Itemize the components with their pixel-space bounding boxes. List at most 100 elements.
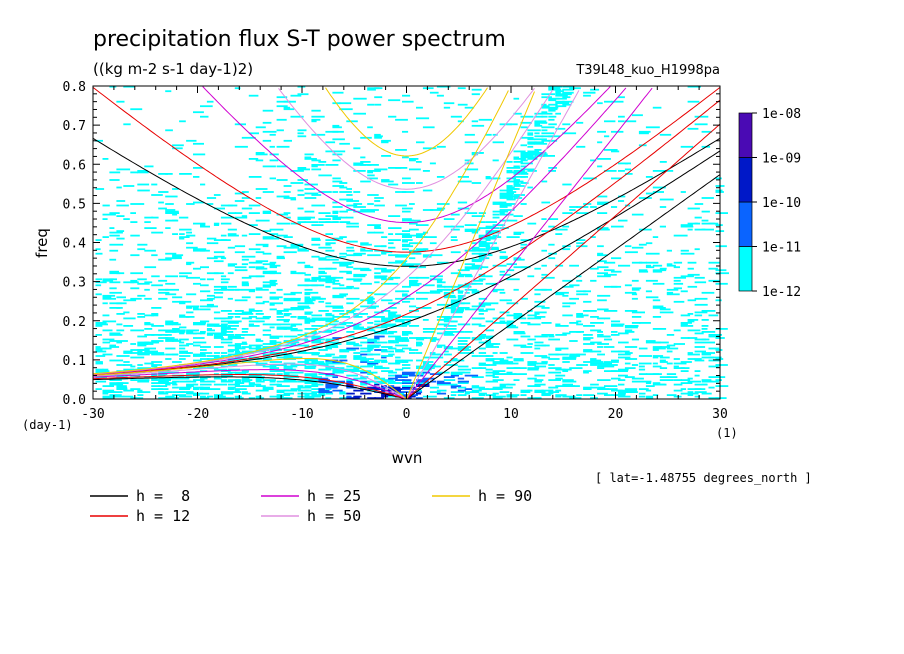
spectrum-cell <box>492 362 506 365</box>
spectrum-cell <box>311 296 321 299</box>
spectrum-cell <box>645 176 653 178</box>
spectrum-cell <box>555 102 569 105</box>
spectrum-cell <box>339 186 348 189</box>
spectrum-cell <box>262 358 272 360</box>
x-tick-label: -30 <box>81 407 104 422</box>
spectrum-cell <box>416 236 427 238</box>
spectrum-cell <box>395 382 405 384</box>
spectrum-cell <box>144 323 154 326</box>
spectrum-cell <box>262 272 276 275</box>
spectrum-cell <box>213 346 224 348</box>
spectrum-cell <box>513 182 520 184</box>
spectrum-cell <box>583 325 595 327</box>
spectrum-cell <box>346 246 354 249</box>
spectrum-cell <box>478 118 492 121</box>
spectrum-cell <box>416 392 422 395</box>
spectrum-cell <box>624 346 638 348</box>
spectrum-cell <box>220 397 235 399</box>
spectrum-cell <box>186 332 197 335</box>
spectrum-cell <box>304 188 315 190</box>
spectrum-cell <box>158 201 164 204</box>
spectrum-cell <box>165 397 176 399</box>
spectrum-cell <box>694 297 708 300</box>
spectrum-cell <box>353 275 363 278</box>
spectrum-cell <box>151 377 158 380</box>
spectrum-cell <box>478 227 490 229</box>
spectrum-cell <box>360 269 372 272</box>
spectrum-cell <box>179 329 186 332</box>
spectrum-cell <box>652 170 661 172</box>
spectrum-cell <box>618 392 626 395</box>
spectrum-cell <box>694 276 705 279</box>
spectrum-cell <box>325 388 332 390</box>
spectrum-cell <box>506 395 518 398</box>
spectrum-cell <box>492 246 499 249</box>
spectrum-cell <box>541 115 548 118</box>
spectrum-cell <box>478 335 487 338</box>
spectrum-cell <box>506 371 513 374</box>
spectrum-cell <box>638 388 649 390</box>
spectrum-cell <box>631 380 640 383</box>
spectrum-cell <box>597 227 609 229</box>
spectrum-cell <box>422 189 433 192</box>
spectrum-cell <box>276 145 290 148</box>
spectrum-cell <box>311 204 326 207</box>
spectrum-cell <box>652 307 666 309</box>
spectrum-cell <box>255 275 265 278</box>
spectrum-cell <box>116 385 127 387</box>
spectrum-cell <box>687 261 697 264</box>
spectrum-cell <box>311 335 321 338</box>
spectrum-cell <box>638 368 646 371</box>
spectrum-cell <box>186 392 196 395</box>
spectrum-cell <box>269 296 283 299</box>
spectrum-cell <box>109 258 117 261</box>
spectrum-cell <box>569 397 582 399</box>
spectrum-cell <box>611 331 618 333</box>
spectrum-cell <box>666 344 676 347</box>
spectrum-cell <box>513 359 524 362</box>
spectrum-cell <box>346 204 358 207</box>
spectrum-cell <box>687 224 693 226</box>
spectrum-cell <box>186 395 192 398</box>
spectrum-cell <box>227 233 237 235</box>
spectrum-cell <box>332 126 342 129</box>
spectrum-cell <box>506 394 514 396</box>
spectrum-cell <box>179 395 193 398</box>
spectrum-cell <box>562 132 577 135</box>
spectrum-cell <box>485 374 495 377</box>
spectrum-cell <box>276 245 287 248</box>
spectrum-cell <box>213 383 227 386</box>
spectrum-cell <box>304 317 311 320</box>
spectrum-cell <box>471 385 480 387</box>
spectrum-cell <box>318 300 325 303</box>
chart-title: precipitation flux S-T power spectrum <box>93 27 506 52</box>
spectrum-cell <box>436 382 451 384</box>
spectrum-cell <box>583 300 592 303</box>
spectrum-cell <box>130 272 143 275</box>
spectrum-cell <box>604 338 613 341</box>
spectrum-cell <box>569 353 580 356</box>
spectrum-cell <box>548 87 561 90</box>
spectrum-cell <box>499 322 512 324</box>
spectrum-cell <box>241 328 249 330</box>
spectrum-cell <box>179 236 190 238</box>
spectrum-cell <box>708 279 720 282</box>
spectrum-cell <box>109 243 124 246</box>
spectrum-cell <box>708 267 718 270</box>
spectrum-cell <box>569 297 579 300</box>
spectrum-cell <box>102 395 114 398</box>
spectrum-cell <box>409 284 420 287</box>
spectrum-cell <box>381 395 392 398</box>
spectrum-cell <box>402 338 409 341</box>
spectrum-cell <box>248 176 262 178</box>
spectrum-cell <box>311 331 317 333</box>
spectrum-cell <box>304 300 313 303</box>
spectrum-cell <box>436 328 446 330</box>
spectrum-cell <box>464 392 470 395</box>
spectrum-cell <box>715 269 727 272</box>
spectrum-cell <box>694 281 707 284</box>
spectrum-cell <box>492 133 498 136</box>
spectrum-cell <box>172 296 183 299</box>
spectrum-cell <box>590 279 597 282</box>
spectrum-cell <box>555 385 565 387</box>
